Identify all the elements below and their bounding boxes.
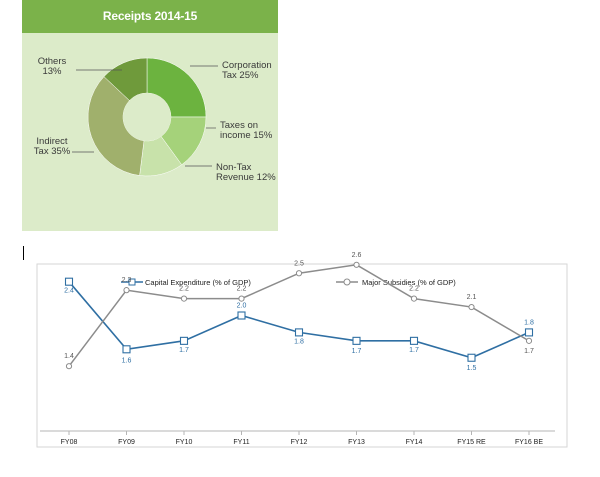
slice-label: Corporation <box>222 60 272 71</box>
data-point <box>179 336 189 345</box>
data-label: 2.2 <box>409 286 419 293</box>
legend-marker <box>128 278 136 286</box>
data-label: 1.7 <box>179 347 189 354</box>
data-point <box>238 295 245 302</box>
data-point <box>64 277 74 286</box>
donut-title-bar: Receipts 2014-15 <box>22 0 278 33</box>
x-tick-label: FY12 <box>291 439 308 446</box>
legend-label: Major Subsidies (% of GDP) <box>362 278 456 287</box>
legend-label: Capital Expenditure (% of GDP) <box>145 278 251 287</box>
receipts-donut-panel: Receipts 2014-15 Corporation Tax 25% Taxes… <box>22 0 278 231</box>
data-label: 2.0 <box>237 303 247 310</box>
slice-label: 13% <box>42 66 62 77</box>
text-cursor <box>23 246 24 260</box>
data-label: 2.3 <box>122 277 132 284</box>
data-point <box>180 295 188 302</box>
data-point <box>468 303 475 311</box>
data-label: 2.1 <box>467 294 477 301</box>
x-tick-label: FY08 <box>61 439 78 446</box>
x-tick-label: FY16 BE <box>515 439 543 446</box>
data-label: 2.6 <box>352 252 362 259</box>
slice-label: Revenue 12% <box>216 172 276 183</box>
data-label: 1.7 <box>409 347 419 354</box>
data-label: 2.5 <box>294 260 304 267</box>
data-point <box>410 295 418 302</box>
x-tick-label: FY10 <box>176 439 193 446</box>
data-point <box>525 337 533 344</box>
slice-label: Non-Tax <box>216 162 252 173</box>
donut-chart-title: Receipts 2014-15 <box>102 9 198 23</box>
data-point <box>467 353 476 362</box>
chart-frame <box>36 263 568 448</box>
data-label: 1.8 <box>294 338 304 345</box>
data-label: 1.7 <box>352 348 362 355</box>
data-point <box>524 328 534 337</box>
slice-label: income 15% <box>220 130 273 141</box>
slice-label: Tax 35% <box>34 146 71 157</box>
donut-hole <box>123 93 171 141</box>
data-label: 2.4 <box>64 288 74 295</box>
slice-label: Taxes on <box>220 120 258 131</box>
x-tick-label: FY11 <box>233 439 249 446</box>
x-tick-label: FY13 <box>348 439 365 446</box>
x-tick-label: FY14 <box>406 439 423 446</box>
data-label: 1.7 <box>524 348 534 355</box>
data-point <box>237 311 246 320</box>
data-label: 2.2 <box>237 286 247 293</box>
data-point <box>295 270 303 277</box>
series-line <box>68 281 530 359</box>
slice-label: Tax 25% <box>222 70 259 81</box>
data-point <box>409 336 419 345</box>
x-tick-label: FY15 RE <box>457 439 486 446</box>
slice-label: Others <box>38 56 67 67</box>
series-line <box>68 264 530 367</box>
data-point <box>352 336 361 345</box>
slice-label: Indirect <box>36 136 68 147</box>
data-label: 1.4 <box>64 353 74 360</box>
legend-marker <box>343 278 351 286</box>
data-label: 2.2 <box>179 286 189 293</box>
data-label: 1.8 <box>524 319 534 326</box>
data-point <box>353 261 360 268</box>
data-point <box>65 363 73 370</box>
data-point <box>122 345 131 354</box>
x-tick-label: FY09 <box>118 439 135 446</box>
data-point <box>294 328 304 337</box>
data-point <box>123 287 130 294</box>
data-label: 1.6 <box>122 357 132 364</box>
data-label: 1.5 <box>467 365 477 372</box>
